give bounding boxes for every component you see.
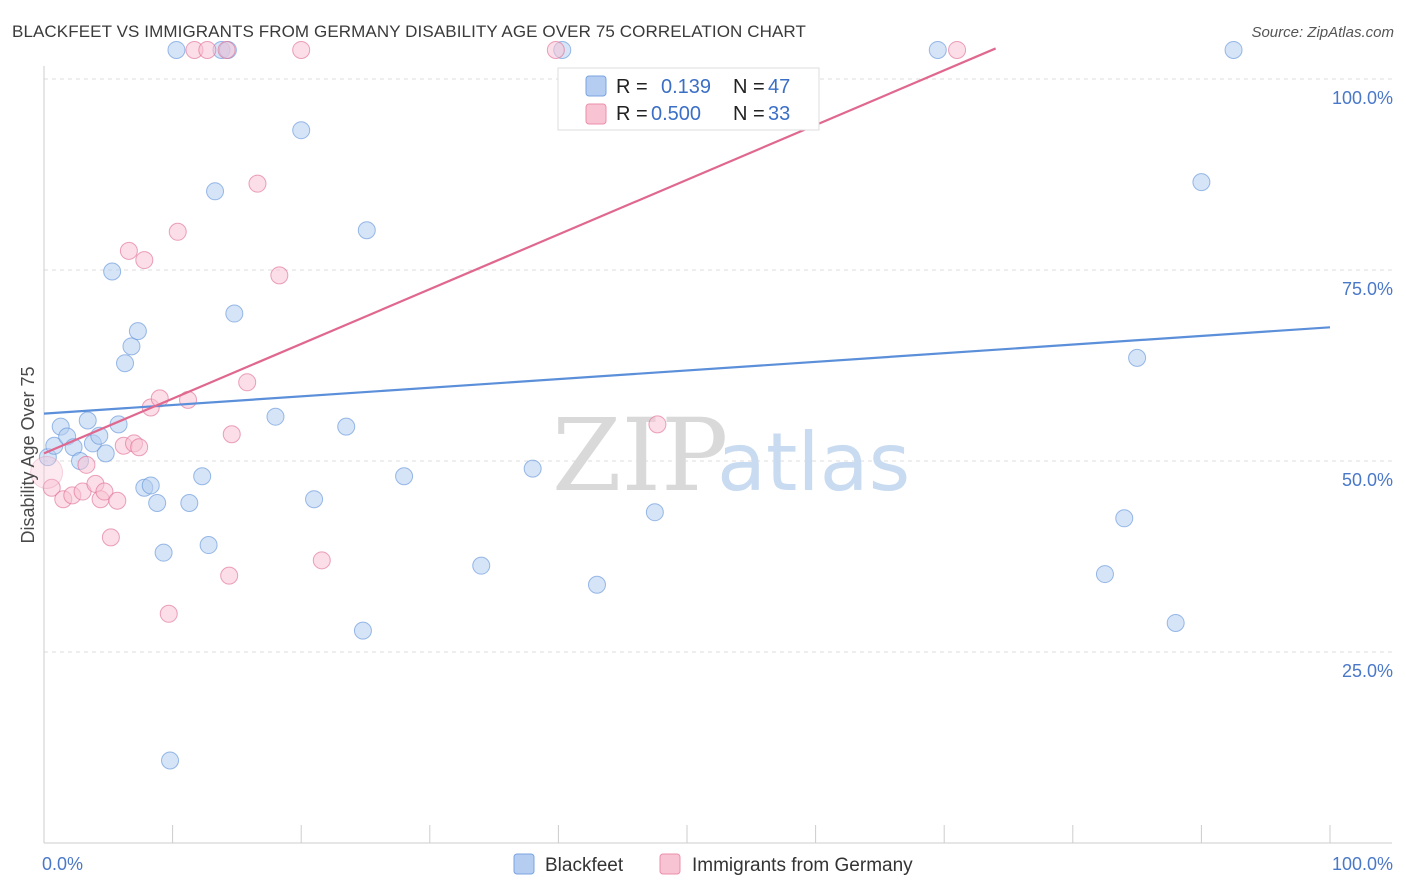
legend-n-value-1: 47 [768,76,790,98]
point-blackfeet [1192,173,1211,192]
point-blackfeet [395,467,414,486]
point-blackfeet [1166,613,1185,632]
point-blackfeet [78,411,97,430]
point-blackfeet [292,121,311,140]
point-blackfeet [161,751,180,770]
stats-legend: R = 0.139 N = 47 R = 0.500 N = 33 [557,67,820,131]
legend-n-value-2: 33 [768,103,790,125]
y-axis-label: Disability Age Over 75 [18,366,38,543]
point-blackfeet [180,494,199,513]
point-blackfeet [96,444,115,463]
watermark-atlas: atlas [717,416,910,509]
point-blackfeet [1115,509,1134,528]
bottom-legend-swatch-germany [659,853,681,875]
trend-line-germany [43,47,997,455]
series-legend: Blackfeet Immigrants from Germany [513,853,913,876]
source-label: Source: ZipAtlas.com [1251,24,1394,41]
data-points [30,40,1243,770]
point-blackfeet [103,262,122,281]
legend-r-value-2: 0.500 [651,103,701,125]
point-blackfeet [472,556,491,575]
legend-n-label-1: N = [733,76,765,98]
point-blackfeet [199,536,218,555]
y-tick-label: 100.0% [1332,88,1393,108]
point-blackfeet [1128,348,1147,367]
y-tick-label: 25.0% [1342,661,1393,681]
y-tick-label: 75.0% [1342,279,1393,299]
point-germany [220,566,239,585]
point-germany [108,491,127,510]
point-blackfeet [523,459,542,478]
point-blackfeet [116,354,135,373]
point-blackfeet [154,543,173,562]
point-germany [312,551,331,570]
point-blackfeet [225,304,244,323]
point-blackfeet [928,40,947,59]
point-blackfeet [1095,565,1114,584]
point-blackfeet [587,575,606,594]
point-blackfeet [148,494,167,513]
point-germany [130,438,149,457]
point-germany [95,482,114,501]
point-germany [292,40,311,59]
y-tick-label: 50.0% [1342,470,1393,490]
point-germany [546,40,565,59]
legend-r-label-2: R = [616,103,648,125]
point-germany [270,266,289,285]
point-germany [222,425,241,444]
point-blackfeet [357,221,376,240]
legend-r-label-1: R = [616,76,648,98]
chart-title: BLACKFEET VS IMMIGRANTS FROM GERMANY DIS… [12,22,806,41]
grid-lines [44,78,1392,653]
point-germany [238,373,257,392]
trend-line-blackfeet [43,326,1331,415]
bottom-legend-label-germany: Immigrants from Germany [692,855,913,876]
watermark-zip: ZIP [552,397,728,514]
point-blackfeet [193,467,212,486]
point-germany [217,40,236,59]
point-germany [648,415,667,434]
point-blackfeet [337,417,356,436]
point-germany [101,528,120,547]
point-blackfeet [206,182,225,201]
x-tick-label: 0.0% [42,854,83,874]
point-blackfeet [305,490,324,509]
point-blackfeet [122,337,141,356]
point-blackfeet [167,40,186,59]
point-blackfeet [128,322,147,341]
x-tick-label: 100.0% [1332,854,1393,874]
point-germany [119,241,138,260]
point-blackfeet [645,503,664,522]
bottom-legend-swatch-blackfeet [513,853,535,875]
point-germany [77,455,96,474]
point-germany [198,40,217,59]
point-germany [168,222,187,241]
legend-swatch-blackfeet [585,75,607,97]
trend-lines [43,47,1331,455]
watermark: ZIP atlas [552,397,910,514]
point-blackfeet [141,476,160,495]
axes: 25.0% 50.0% 75.0% 100.0% 0.0% 100.0% [42,66,1393,874]
point-blackfeet [353,621,372,640]
point-germany [135,251,154,270]
point-germany [248,174,267,193]
point-germany [159,604,178,623]
legend-n-label-2: N = [733,103,765,125]
point-germany [948,40,967,59]
point-blackfeet [1224,40,1243,59]
bottom-legend-label-blackfeet: Blackfeet [545,855,624,876]
point-blackfeet [266,407,285,426]
legend-swatch-germany [585,103,607,125]
point-germany [30,455,64,489]
point-germany [42,478,61,497]
legend-r-value-1: 0.139 [661,76,711,98]
